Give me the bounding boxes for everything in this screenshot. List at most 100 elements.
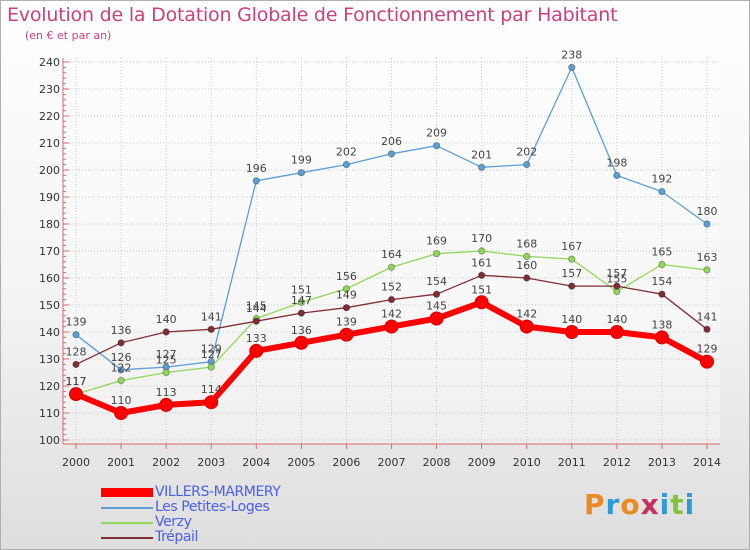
series-2: [72, 247, 711, 398]
data-point: [252, 317, 260, 325]
data-label: 163: [697, 251, 718, 264]
data-point: [252, 177, 260, 185]
data-point: [297, 309, 305, 317]
data-point: [568, 255, 576, 263]
data-point: [432, 142, 441, 150]
data-point: [523, 274, 531, 282]
y-tick-label: 100: [39, 434, 60, 447]
data-point: [162, 368, 170, 377]
x-tick-label: 2012: [603, 456, 631, 469]
x-tick-label: 2009: [468, 456, 496, 469]
data-label: 117: [66, 375, 87, 388]
x-tick-label: 2004: [242, 456, 270, 469]
data-label: 157: [561, 267, 582, 280]
y-tick-label: 140: [39, 326, 60, 339]
data-point: [342, 304, 351, 312]
data-label: 139: [336, 316, 357, 329]
data-label: 164: [381, 248, 402, 261]
data-point: [700, 354, 714, 369]
y-tick-label: 160: [39, 272, 60, 285]
data-point: [703, 325, 711, 333]
data-point: [297, 169, 305, 177]
data-point: [342, 161, 351, 169]
y-tick-label: 200: [39, 164, 60, 177]
y-tick-label: 220: [39, 110, 60, 123]
data-point: [162, 328, 170, 336]
data-point: [249, 343, 264, 358]
y-tick-label: 210: [39, 137, 60, 150]
data-label: 156: [336, 270, 357, 283]
data-label: 170: [471, 232, 492, 245]
data-label: 202: [516, 146, 537, 159]
chart-subtitle: (en € et par an): [25, 29, 112, 42]
y-tick-label: 180: [39, 218, 60, 231]
data-point: [429, 311, 444, 326]
data-label: 122: [111, 362, 132, 375]
data-label: 168: [516, 237, 537, 250]
data-label: 144: [246, 302, 267, 315]
x-tick-label: 2014: [693, 456, 721, 469]
legend-item: VILLERS-MARMERY: [101, 485, 281, 500]
data-point: [523, 161, 531, 169]
data-label: 114: [201, 383, 222, 396]
data-label: 141: [697, 310, 718, 323]
data-point: [564, 325, 579, 339]
data-label: 140: [156, 313, 177, 326]
legend-label: Verzy: [155, 514, 192, 530]
x-tick-label: 2011: [558, 456, 586, 469]
data-point: [117, 339, 125, 347]
data-label: 202: [336, 146, 357, 159]
data-point: [519, 319, 534, 334]
data-point: [72, 360, 80, 368]
data-label: 201: [471, 148, 492, 161]
data-point: [294, 335, 309, 350]
data-point: [523, 252, 531, 260]
data-point: [204, 395, 219, 410]
y-tick-label: 170: [39, 245, 60, 258]
x-tick-label: 2001: [107, 456, 135, 469]
proxiti-logo: Proxiti: [584, 488, 695, 521]
data-label: 149: [336, 289, 357, 302]
data-point: [114, 406, 129, 420]
data-label: 154: [651, 275, 672, 288]
data-label: 180: [697, 205, 718, 218]
data-label: 154: [426, 275, 447, 288]
data-label: 198: [606, 156, 627, 169]
data-label: 238: [561, 48, 582, 61]
data-point: [703, 220, 711, 228]
data-label: 133: [246, 332, 267, 345]
data-label: 141: [201, 310, 222, 323]
data-label: 129: [201, 343, 222, 356]
legend-item: Trépail: [101, 530, 281, 545]
data-label: 110: [111, 394, 132, 407]
data-label: 161: [471, 256, 492, 269]
legend-swatch: [101, 521, 153, 524]
y-tick-label: 130: [39, 353, 60, 366]
data-point: [654, 330, 669, 345]
x-tick-label: 2006: [332, 456, 360, 469]
legend-label: VILLERS-MARMERY: [155, 484, 281, 500]
x-tick-label: 2013: [648, 456, 676, 469]
legend-item: Les Petites-Loges: [101, 500, 281, 515]
data-point: [117, 376, 125, 385]
logo-letter: x: [640, 488, 660, 521]
data-label: 152: [381, 281, 402, 294]
data-point: [342, 285, 351, 293]
data-label: 145: [426, 300, 447, 313]
data-label: 157: [606, 267, 627, 280]
data-point: [384, 319, 399, 334]
data-label: 126: [111, 351, 132, 364]
x-tick-label: 2007: [378, 456, 406, 469]
data-point: [658, 260, 666, 269]
data-label: 151: [471, 283, 492, 296]
data-label: 145: [246, 300, 267, 313]
data-label: 169: [426, 235, 447, 248]
data-point: [297, 298, 305, 306]
chart-title: Evolution de la Dotation Globale de Fonc…: [7, 4, 618, 26]
chart-legend: VILLERS-MARMERY Les Petites-Loges Verzy Tré…: [101, 485, 281, 545]
legend-label: Les Petites-Loges: [155, 499, 270, 515]
y-tick-label: 110: [39, 407, 60, 420]
legend-item: Verzy: [101, 515, 281, 530]
data-label: 136: [111, 324, 132, 337]
